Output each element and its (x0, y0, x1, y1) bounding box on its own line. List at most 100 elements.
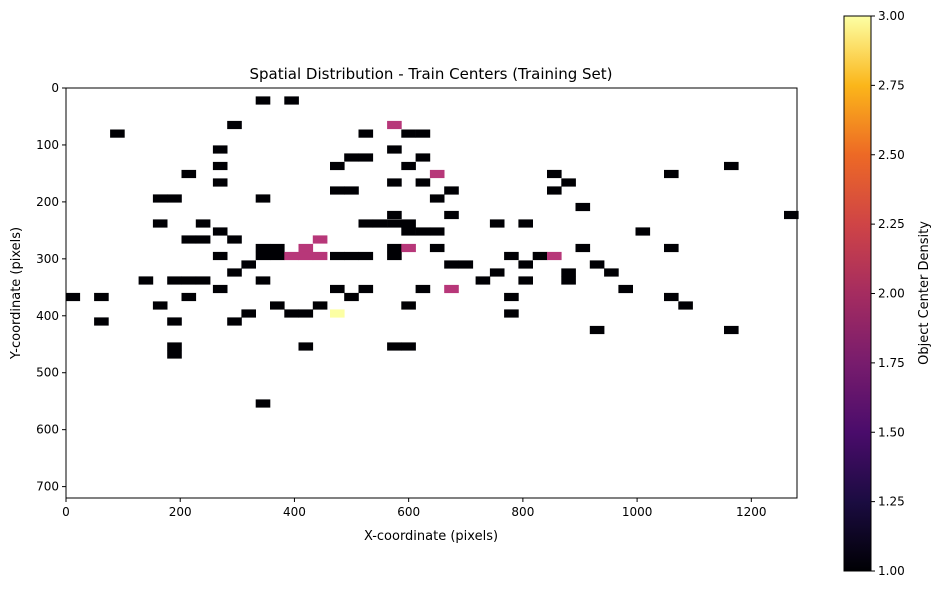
heatmap-cell (298, 243, 314, 253)
heatmap-cell (618, 284, 633, 294)
heatmap-cell (358, 219, 374, 228)
heatmap-cell (195, 219, 211, 228)
x-tick-label: 800 (511, 505, 534, 519)
heatmap-cell (561, 178, 576, 187)
heatmap-cell (312, 251, 328, 261)
heatmap-cell (181, 235, 197, 244)
heatmap-cell (415, 284, 431, 294)
heatmap-cell (401, 161, 416, 171)
heatmap-cell (152, 219, 168, 228)
heatmap-cell (270, 251, 285, 261)
heatmap-cell (167, 350, 182, 359)
heatmap-cell (401, 342, 416, 351)
colorbar-tick-label: 2.25 (878, 217, 905, 231)
heatmap-cell (344, 292, 359, 302)
heatmap-cell (330, 251, 345, 261)
colorbar-tick-label: 1.00 (878, 564, 905, 578)
y-tick-label: 700 (36, 480, 59, 494)
heatmap-cell (167, 194, 182, 203)
heatmap-cell (415, 178, 431, 187)
heatmap-cell (664, 169, 679, 179)
heatmap-cell (212, 145, 228, 154)
heatmap-cell (110, 129, 125, 138)
heatmap-cell (489, 219, 505, 228)
heatmap-cell (195, 235, 211, 244)
colorbar-label: Object Center Density (917, 221, 932, 365)
heatmap-cell (255, 194, 271, 203)
heatmap-cell (724, 161, 739, 171)
colorbar-tick-label: 1.25 (878, 495, 905, 509)
colorbar-tick-label: 1.75 (878, 356, 905, 370)
heatmap-cell (589, 325, 605, 335)
x-axis-label: X-coordinate (pixels) (364, 529, 498, 544)
colorbar (843, 15, 872, 572)
heatmap-cell (358, 153, 374, 162)
heatmap-cell (489, 268, 505, 277)
y-tick-label: 500 (36, 366, 59, 380)
heatmap-cell (475, 276, 491, 285)
heatmap-cell (212, 178, 228, 187)
heatmap-cell (444, 210, 459, 220)
colorbar-tick-label: 2.75 (878, 78, 905, 92)
heatmap-cell (284, 251, 299, 261)
heatmap-cell (167, 276, 182, 285)
heatmap-cell (270, 301, 285, 310)
heatmap-cell (429, 227, 445, 236)
colorbar-tick-label: 2.00 (878, 287, 905, 301)
y-axis-label: Y-coordinate (pixels) (9, 227, 24, 360)
heatmap-cell (784, 210, 799, 220)
y-axis: 0 100 200 300 400 500 600 700 (36, 81, 66, 494)
heatmap-cell (195, 276, 211, 285)
heatmap-cell (504, 251, 519, 261)
heatmap-cell (387, 178, 402, 187)
heatmap-cell (344, 251, 359, 261)
heatmap-cell (575, 243, 591, 253)
x-tick-label: 1200 (736, 505, 767, 519)
heatmap-cell (547, 169, 562, 179)
heatmap-cell (284, 96, 299, 105)
heatmap-cell (387, 210, 402, 220)
heatmap-cell (94, 317, 109, 326)
heatmap-cell (227, 235, 242, 244)
heatmap-cell (255, 276, 271, 285)
heatmap-cell (212, 251, 228, 261)
heatmap-cell (387, 120, 402, 130)
heatmap-cell (429, 194, 445, 203)
heatmap-cell (547, 251, 562, 261)
colorbar-tick-label: 1.50 (878, 425, 905, 439)
heatmap-cell (664, 292, 679, 302)
x-tick-label: 600 (397, 505, 420, 519)
heatmap-cell (330, 284, 345, 294)
heatmap-cell (532, 251, 548, 261)
heatmap-cell (561, 276, 576, 285)
heatmap-cell (415, 129, 431, 138)
heatmap-cell (241, 309, 256, 318)
heatmap-cell (518, 219, 533, 228)
heatmap-cell (255, 243, 271, 253)
heatmap-cell (344, 153, 359, 162)
heatmap-cell (167, 317, 182, 326)
x-tick-label: 0 (62, 505, 70, 519)
y-tick-label: 0 (51, 81, 59, 95)
heatmap-cell (589, 260, 605, 269)
y-tick-label: 400 (36, 309, 59, 323)
heatmap-cells (65, 96, 799, 408)
heatmap-cell (358, 251, 374, 261)
heatmap-cell (330, 161, 345, 171)
heatmap-cell (138, 276, 154, 285)
heatmap-cell (387, 342, 402, 351)
heatmap-cell (152, 301, 168, 310)
heatmap-cell (227, 317, 242, 326)
heatmap-cell (255, 399, 271, 408)
heatmap-cell (547, 186, 562, 195)
heatmap-cell (181, 292, 197, 302)
heatmap-cell (94, 292, 109, 302)
heatmap-cell (604, 268, 619, 277)
heatmap-cell (372, 219, 388, 228)
heatmap-cell (181, 276, 197, 285)
heatmap-cell (504, 292, 519, 302)
heatmap-cell (241, 260, 256, 269)
heatmap-cell (255, 96, 271, 105)
heatmap-cell (181, 169, 197, 179)
